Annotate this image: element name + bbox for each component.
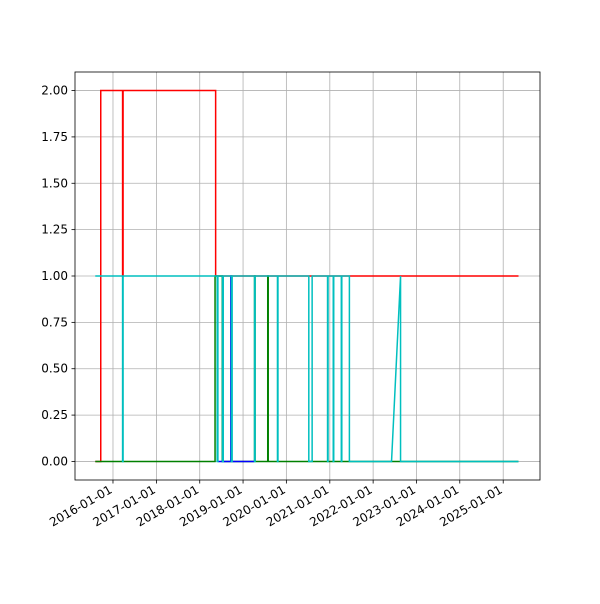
y-tick-label: 0.00 [41,454,68,468]
y-tick-label: 1.25 [41,223,68,237]
y-tick-label: 1.50 [41,176,68,190]
y-tick-label: 0.50 [41,362,68,376]
y-tick-label: 1.00 [41,269,68,283]
y-tick-label: 0.25 [41,408,68,422]
y-tick-label: 1.75 [41,130,68,144]
y-tick-label: 0.75 [41,315,68,329]
y-tick-label: 2.00 [41,84,68,98]
line [95,275,519,463]
plot-frame [74,71,541,481]
